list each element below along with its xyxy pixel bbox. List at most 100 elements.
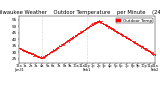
Point <box>106 25 109 26</box>
Point <box>95 21 98 23</box>
Point <box>42 56 44 57</box>
Point <box>32 53 34 54</box>
Point <box>134 42 137 43</box>
Point <box>95 21 98 22</box>
Point <box>42 56 45 58</box>
Point <box>116 31 119 32</box>
Point <box>38 56 41 58</box>
Point <box>35 55 38 57</box>
Point <box>147 50 149 52</box>
Point <box>102 22 104 24</box>
Point <box>75 34 78 35</box>
Point <box>120 33 123 34</box>
Point <box>48 52 51 53</box>
Point <box>82 30 84 31</box>
Point <box>26 52 29 53</box>
Point <box>130 39 132 41</box>
Point <box>70 38 72 39</box>
Point <box>117 32 120 33</box>
Point <box>60 44 62 46</box>
Point <box>143 48 146 49</box>
Point <box>74 35 77 36</box>
Point <box>116 31 118 32</box>
Point <box>148 50 151 52</box>
Point <box>133 42 136 43</box>
Point <box>70 38 73 39</box>
Point <box>134 41 136 42</box>
Point <box>121 35 123 36</box>
Point <box>118 32 121 33</box>
Point <box>110 28 113 29</box>
Point <box>103 23 105 25</box>
Point <box>123 36 126 37</box>
Point <box>102 23 105 25</box>
Point <box>110 28 112 29</box>
Point <box>97 20 100 21</box>
Point <box>111 27 114 29</box>
Point <box>154 54 156 56</box>
Point <box>39 57 42 58</box>
Point <box>38 56 41 58</box>
Point <box>106 25 108 26</box>
Point <box>120 34 122 35</box>
Point <box>29 53 32 54</box>
Point <box>149 51 151 52</box>
Point <box>69 38 72 39</box>
Point <box>59 45 62 47</box>
Point <box>94 22 97 23</box>
Point <box>45 54 48 56</box>
Point <box>106 25 108 26</box>
Point <box>98 21 101 22</box>
Point <box>119 33 121 35</box>
Point <box>124 36 127 37</box>
Point <box>138 45 141 46</box>
Point <box>64 42 67 44</box>
Point <box>99 22 102 23</box>
Point <box>18 48 21 49</box>
Point <box>41 57 44 58</box>
Point <box>73 36 76 37</box>
Point <box>98 21 100 22</box>
Point <box>59 46 61 47</box>
Point <box>46 54 49 55</box>
Point <box>125 37 127 38</box>
Point <box>54 49 56 50</box>
Point <box>98 21 101 23</box>
Point <box>131 41 133 42</box>
Point <box>28 51 31 53</box>
Point <box>153 53 155 54</box>
Point <box>47 53 49 54</box>
Point <box>37 56 39 58</box>
Point <box>112 29 114 30</box>
Point <box>89 25 92 26</box>
Point <box>71 37 74 39</box>
Point <box>143 48 146 49</box>
Point <box>48 52 51 54</box>
Point <box>91 24 94 25</box>
Point <box>114 30 117 32</box>
Point <box>21 50 24 51</box>
Point <box>122 35 125 36</box>
Point <box>90 25 92 26</box>
Point <box>71 36 74 38</box>
Point <box>116 31 118 33</box>
Point <box>22 50 25 51</box>
Point <box>84 28 87 29</box>
Point <box>30 53 33 54</box>
Point <box>92 24 95 25</box>
Point <box>113 30 116 31</box>
Point <box>87 26 90 27</box>
Point <box>124 36 126 37</box>
Point <box>112 29 115 31</box>
Point <box>120 33 123 35</box>
Point <box>84 29 86 31</box>
Point <box>63 43 65 44</box>
Point <box>117 33 120 34</box>
Point <box>75 34 78 36</box>
Point <box>123 36 125 37</box>
Point <box>96 20 99 22</box>
Point <box>145 49 148 51</box>
Point <box>128 38 130 39</box>
Point <box>28 52 31 53</box>
Point <box>52 50 54 51</box>
